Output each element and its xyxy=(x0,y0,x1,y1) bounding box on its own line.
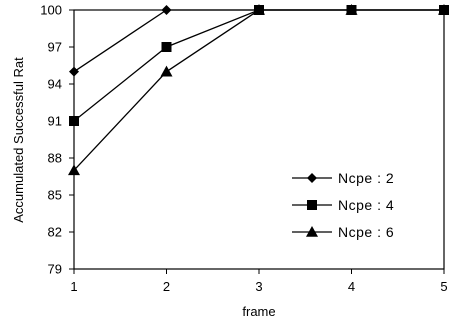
data-point-diamond xyxy=(69,66,79,77)
data-point-diamond xyxy=(161,5,172,15)
legend-item: Ncpe : 6 xyxy=(292,224,394,240)
series-line xyxy=(73,9,444,122)
data-point-square xyxy=(161,42,172,52)
series-3 xyxy=(68,4,449,176)
data-point-triangle xyxy=(345,4,358,15)
legend-label: Ncpe : 2 xyxy=(338,170,394,186)
x-tick-label: 1 xyxy=(70,279,77,294)
legend-item: Ncpe : 4 xyxy=(292,197,394,213)
y-tick-label: 91 xyxy=(48,114,62,129)
legend-item: Ncpe : 2 xyxy=(292,170,394,186)
x-axis-title: frame xyxy=(242,304,275,319)
y-axis-title: Accumulated Successful Rat xyxy=(11,57,26,223)
data-point-square xyxy=(69,116,79,126)
legend-label: Ncpe : 4 xyxy=(338,197,394,213)
series-2 xyxy=(69,5,449,126)
x-axis: 1 2 3 4 5 xyxy=(70,269,448,294)
series-layer xyxy=(68,4,449,176)
legend-marker-triangle xyxy=(306,226,318,237)
y-tick-label: 100 xyxy=(40,3,62,18)
legend: Ncpe : 2 Ncpe : 4 Ncpe : 6 xyxy=(292,170,394,240)
y-tick-label: 94 xyxy=(48,77,62,92)
data-point-triangle xyxy=(438,4,449,15)
legend-label: Ncpe : 6 xyxy=(338,224,394,240)
x-tick-label: 4 xyxy=(348,279,355,294)
x-tick-label: 2 xyxy=(163,279,170,294)
y-tick-label: 88 xyxy=(48,151,62,166)
y-tick-label: 85 xyxy=(48,188,62,203)
series-line xyxy=(73,9,444,73)
y-axis: 79 82 85 88 91 94 97 100 xyxy=(40,3,74,277)
y-tick-label: 79 xyxy=(48,262,62,277)
y-tick-label: 97 xyxy=(48,40,62,55)
series-1 xyxy=(69,5,449,77)
x-tick-label: 5 xyxy=(440,279,447,294)
x-tick-label: 3 xyxy=(255,279,262,294)
data-point-triangle xyxy=(68,164,80,176)
data-point-triangle xyxy=(160,65,173,77)
legend-marker-diamond xyxy=(307,173,317,183)
data-point-triangle xyxy=(253,4,265,15)
legend-marker-square xyxy=(307,200,317,210)
y-tick-label: 82 xyxy=(48,225,62,240)
